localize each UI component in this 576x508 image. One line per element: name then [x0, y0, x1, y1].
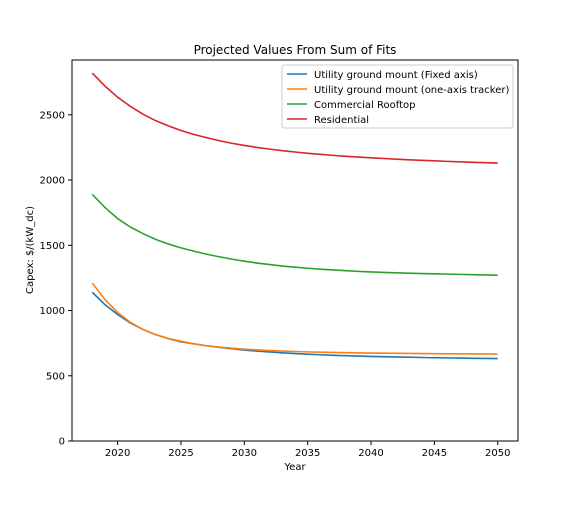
x-tick-label: 2040 [358, 448, 383, 459]
x-axis-ticks: 2020 2025 2030 2035 2040 2045 2050 [105, 441, 510, 459]
y-tick-label: 1500 [40, 241, 65, 252]
y-tick-label: 1000 [40, 306, 65, 317]
series-line-residential [91, 72, 498, 164]
legend-label-residential: Residential [314, 115, 369, 126]
series-line-utility-tracker [91, 282, 498, 355]
plot-frame [71, 59, 519, 442]
y-tick-label: 2000 [40, 176, 65, 187]
chart-title: Projected Values From Sum of Fits [194, 43, 397, 57]
y-tick-label: 500 [46, 371, 65, 382]
x-tick-label: 2050 [485, 448, 510, 459]
y-axis-ticks: 0 500 1000 1500 2000 2500 [40, 110, 72, 448]
legend-label-utility-fixed: Utility ground mount (Fixed axis) [314, 70, 478, 81]
legend: Utility ground mount (Fixed axis) Utilit… [281, 64, 514, 129]
legend-label-utility-tracker: Utility ground mount (one-axis tracker) [314, 85, 509, 96]
series-line-utility-fixed [91, 291, 498, 360]
x-tick-label: 2025 [168, 448, 193, 459]
y-tick-label: 2500 [40, 110, 65, 121]
x-tick-label: 2030 [232, 448, 257, 459]
x-axis-label: Year [283, 462, 306, 473]
x-tick-label: 2020 [105, 448, 130, 459]
legend-box [281, 64, 514, 129]
y-tick-label: 0 [59, 437, 65, 448]
legend-label-commercial-rooftop: Commercial Rooftop [314, 100, 415, 111]
x-tick-label: 2045 [422, 448, 447, 459]
y-axis-label: Capex: $/(kW_dc) [25, 206, 36, 294]
plot-lines [91, 72, 498, 360]
series-line-commercial-rooftop [91, 193, 498, 276]
x-tick-label: 2035 [295, 448, 320, 459]
